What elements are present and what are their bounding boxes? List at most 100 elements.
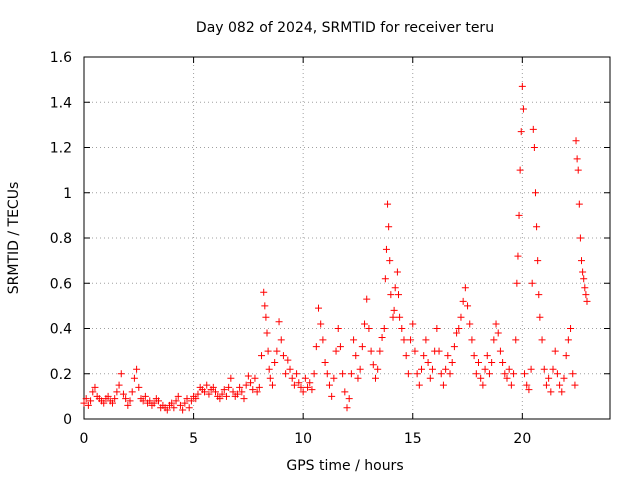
data-point <box>187 397 195 405</box>
data-point <box>433 325 441 332</box>
data-point <box>527 365 535 373</box>
data-point <box>572 137 580 145</box>
data-point <box>293 370 301 378</box>
data-point <box>258 352 266 360</box>
y-axis-label: SRMTID / TECUs <box>6 182 22 295</box>
data-point <box>574 166 582 174</box>
data-point <box>466 320 474 328</box>
data-point <box>492 320 500 328</box>
data-point <box>525 386 533 394</box>
data-point <box>150 399 158 407</box>
data-point <box>308 386 316 394</box>
data-point <box>380 325 388 332</box>
data-point <box>361 320 369 328</box>
data-point <box>104 392 112 400</box>
data-point <box>336 343 344 351</box>
data-point <box>277 336 285 344</box>
data-point <box>286 365 294 373</box>
data-point <box>464 302 472 310</box>
data-point <box>233 390 241 398</box>
data-point <box>115 381 123 389</box>
data-point <box>218 390 226 398</box>
data-point <box>262 313 270 321</box>
data-point <box>503 374 511 382</box>
data-point <box>512 336 520 344</box>
data-point <box>265 365 273 373</box>
data-point <box>172 397 180 405</box>
data-point <box>531 189 539 197</box>
data-point <box>328 392 336 400</box>
data-point <box>229 388 237 396</box>
data-point <box>216 395 224 403</box>
data-point <box>459 297 467 305</box>
data-point <box>569 370 577 378</box>
data-point <box>420 352 428 360</box>
grid-lines <box>84 57 610 419</box>
data-point <box>517 128 525 136</box>
data-point <box>255 383 263 391</box>
data-point <box>295 379 303 387</box>
data-point <box>515 211 523 219</box>
data-point <box>551 347 559 355</box>
data-point <box>528 279 536 287</box>
y-tick-label: 0.4 <box>50 322 72 338</box>
data-point <box>350 336 358 344</box>
data-point <box>553 370 561 378</box>
data-point <box>538 336 546 344</box>
data-point <box>404 370 412 378</box>
y-tick-label: 0.2 <box>50 367 72 383</box>
x-tick-label: 15 <box>404 431 422 447</box>
y-tick-label: 1.2 <box>50 141 72 157</box>
data-point <box>581 284 589 292</box>
data-point <box>282 370 290 378</box>
data-point <box>306 379 314 387</box>
data-point <box>378 334 386 342</box>
data-point <box>253 388 261 396</box>
data-point <box>376 347 384 355</box>
data-point <box>117 370 125 378</box>
data-point <box>510 370 518 378</box>
data-point <box>126 397 134 405</box>
data-point <box>418 365 426 373</box>
data-point <box>141 392 149 400</box>
data-point <box>323 370 331 378</box>
data-point <box>244 372 252 380</box>
data-point <box>304 383 312 391</box>
data-point <box>163 406 171 414</box>
data-point <box>297 383 305 391</box>
data-point <box>578 257 586 265</box>
data-point <box>530 144 538 151</box>
x-tick-label: 20 <box>513 431 531 447</box>
data-point <box>264 347 272 355</box>
data-point <box>113 388 121 396</box>
axis-ticks: 0 0.2 0.4 0.6 0.8 1 1.2 1.4 1.6 0 5 10 15 20 <box>50 50 610 447</box>
data-point <box>582 291 590 299</box>
data-point <box>130 374 138 382</box>
data-point <box>268 381 276 389</box>
data-point <box>505 365 513 373</box>
data-point <box>580 275 588 283</box>
data-point <box>176 401 184 409</box>
data-point <box>325 381 333 389</box>
data-point <box>299 388 307 396</box>
data-point <box>488 358 496 366</box>
data-point <box>181 399 189 407</box>
data-point <box>371 374 379 382</box>
data-point <box>455 325 463 332</box>
data-point <box>562 352 570 360</box>
data-point <box>168 399 176 407</box>
data-point <box>381 275 389 283</box>
data-point <box>461 284 469 292</box>
data-point <box>472 370 480 378</box>
x-tick-label: 10 <box>294 431 312 447</box>
data-point <box>422 336 430 344</box>
data-point <box>571 381 579 389</box>
data-point <box>203 381 211 389</box>
data-point <box>80 399 88 407</box>
data-point <box>347 370 355 378</box>
plot-frame <box>83 56 611 420</box>
y-tick-label: 1.6 <box>50 50 72 66</box>
data-point <box>428 365 436 373</box>
data-point <box>424 358 432 366</box>
data-point <box>547 388 555 396</box>
